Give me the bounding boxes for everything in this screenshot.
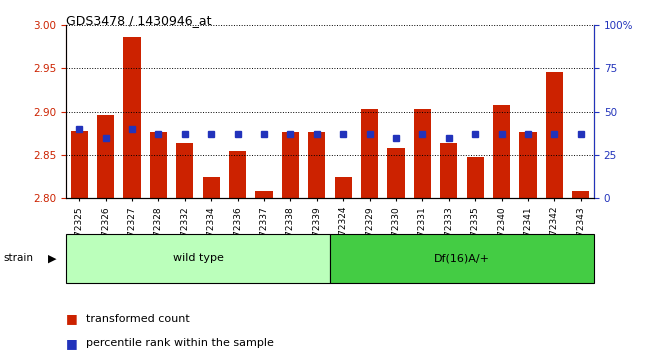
Bar	[71, 131, 88, 198]
Bar	[414, 109, 431, 198]
Bar	[203, 177, 220, 198]
Text: ■: ■	[66, 337, 78, 350]
Bar	[387, 148, 405, 198]
Bar	[493, 104, 510, 198]
Bar	[519, 132, 537, 198]
Bar	[546, 72, 563, 198]
Bar	[97, 115, 114, 198]
Bar	[123, 37, 141, 198]
Bar	[467, 156, 484, 198]
Text: ▶: ▶	[48, 253, 57, 263]
Bar	[361, 109, 378, 198]
Bar	[150, 132, 167, 198]
Bar	[572, 191, 589, 198]
Bar	[66, 234, 330, 283]
Bar	[176, 143, 193, 198]
Text: wild type: wild type	[172, 253, 224, 263]
Text: strain: strain	[3, 253, 33, 263]
Bar	[255, 191, 273, 198]
Text: transformed count: transformed count	[86, 314, 189, 324]
Bar	[282, 132, 299, 198]
Bar	[308, 132, 325, 198]
Text: GDS3478 / 1430946_at: GDS3478 / 1430946_at	[66, 14, 211, 27]
Bar	[335, 177, 352, 198]
Text: Df(16)A/+: Df(16)A/+	[434, 253, 490, 263]
Bar	[440, 143, 457, 198]
Bar	[330, 234, 594, 283]
Text: ■: ■	[66, 312, 78, 325]
Text: percentile rank within the sample: percentile rank within the sample	[86, 338, 274, 348]
Bar	[229, 152, 246, 198]
